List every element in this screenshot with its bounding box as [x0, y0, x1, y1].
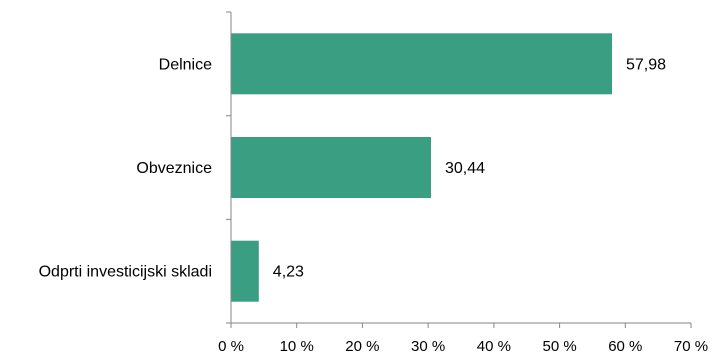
x-tick-label: 0 %: [218, 338, 244, 355]
category-label: Odprti investicijski skladi: [39, 264, 212, 281]
data-label: 57,98: [626, 56, 666, 73]
data-label: 4,23: [273, 264, 304, 281]
x-tick-label: 70 %: [674, 338, 708, 355]
x-axis: 0 % 10 % 20 % 30 % 40 % 50 % 60 % 70 %: [218, 322, 708, 355]
x-tick-label: 50 %: [542, 338, 576, 355]
x-tick-label: 40 %: [477, 338, 511, 355]
bar-0: [231, 33, 612, 95]
x-tick-label: 30 %: [411, 338, 445, 355]
x-tick-label: 20 %: [345, 338, 379, 355]
category-label: Obveznice: [136, 160, 212, 177]
value-labels-group: 57,98 30,44 4,23: [273, 56, 666, 280]
x-tick-label: 10 %: [280, 338, 314, 355]
bar-2: [231, 240, 259, 302]
category-label: Delnice: [159, 56, 212, 73]
x-tick-label: 60 %: [608, 338, 642, 355]
bar-1: [231, 137, 431, 198]
bars-group: [231, 33, 612, 302]
data-label: 30,44: [445, 160, 485, 177]
y-axis: Delnice Obveznice Odprti investicijski skl…: [39, 11, 232, 324]
